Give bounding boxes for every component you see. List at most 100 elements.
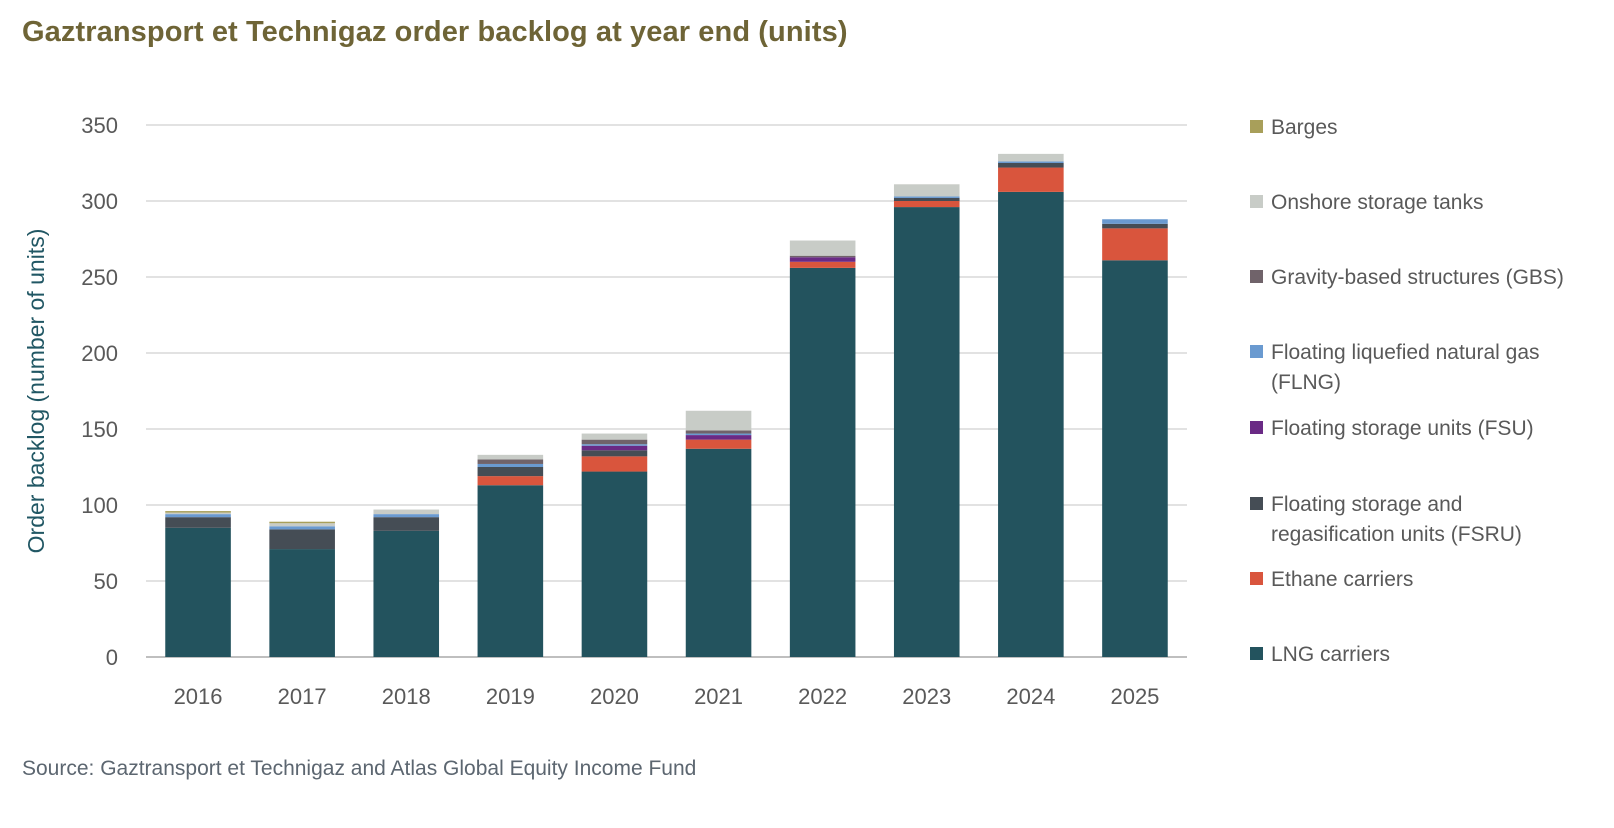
bar-segment [373, 509, 440, 515]
bar-segment [269, 521, 335, 524]
bar-segment [789, 267, 856, 657]
bar-segment [581, 444, 648, 446]
legend-item: Gravity-based structures (GBS) [1250, 263, 1610, 293]
bar-segment [581, 433, 648, 440]
bar-segment [165, 511, 231, 513]
bar-segment [893, 184, 960, 197]
y-tick-label: 100 [81, 493, 118, 518]
x-tick-label: 2022 [798, 684, 847, 709]
legend-label: Barges [1271, 116, 1338, 139]
bar-segment [1102, 219, 1168, 224]
bar-segment [165, 527, 231, 657]
legend-label: Ethane carriers [1271, 568, 1414, 591]
x-tick-label: 2016 [174, 684, 223, 709]
bar-segment [789, 261, 856, 268]
legend-label: LNG carriers [1271, 643, 1391, 666]
bar-segment [1102, 260, 1168, 657]
legend-label: Floating storage units (FSU) [1271, 417, 1534, 440]
x-tick-label: 2024 [1006, 684, 1055, 709]
legend-item: Floating storage units (FSU) [1250, 414, 1610, 444]
bar-segment [581, 439, 648, 445]
bar-segment [789, 255, 856, 258]
legend-label: Gravity-based structures (GBS) [1271, 266, 1564, 289]
bar-segment [269, 523, 335, 527]
bars [165, 153, 1168, 657]
x-tick-label: 2020 [590, 684, 639, 709]
legend-swatch [1250, 270, 1263, 283]
bar-segment [685, 448, 752, 657]
bar-segment [477, 485, 544, 657]
legend-item: Floating liquefied natural gas (FLNG) [1250, 338, 1610, 398]
legend-item: Onshore storage tanks [1250, 188, 1610, 218]
bar-segment [685, 410, 752, 431]
x-tick-label: 2019 [486, 684, 535, 709]
y-tick-label: 50 [94, 569, 118, 594]
bar-segment [165, 514, 231, 518]
bar-segment [998, 161, 1064, 163]
bar-segment [685, 435, 752, 440]
y-tick-label: 0 [106, 645, 118, 670]
legend-swatch [1250, 647, 1263, 660]
y-tick-label: 150 [81, 417, 118, 442]
bar-segment [477, 459, 544, 464]
bar-segment [998, 153, 1064, 162]
bar-stack-2018 [373, 509, 440, 657]
x-tick-label: 2023 [902, 684, 951, 709]
bar-segment [581, 445, 648, 451]
bar-segment [998, 191, 1064, 657]
bar-segment [373, 514, 440, 518]
legend-swatch [1250, 345, 1263, 358]
bar-segment [789, 240, 856, 256]
bar-segment [893, 201, 960, 208]
chart-title: Gaztransport et Technigaz order backlog … [22, 16, 848, 48]
bar-segment [373, 530, 440, 657]
bar-stack-2025 [1102, 219, 1168, 657]
bar-segment [165, 517, 231, 528]
bar-stack-2017 [269, 521, 335, 657]
bar-segment [269, 549, 335, 657]
bar-segment [998, 163, 1064, 168]
bar-segment [998, 167, 1064, 192]
bar-segment [477, 454, 544, 460]
x-tick-label: 2021 [694, 684, 743, 709]
bar-segment [165, 512, 231, 515]
bar-segment [789, 257, 856, 262]
y-tick-label: 350 [81, 113, 118, 138]
legend-label: Floating liquefied natural gas (FLNG) [1271, 341, 1540, 394]
bar-stack-2023 [893, 184, 960, 657]
bar-segment [581, 456, 648, 472]
bar-segment [269, 529, 335, 550]
legend-item: Floating storage and regasification unit… [1250, 490, 1610, 550]
legend-item: Barges [1250, 113, 1610, 143]
legend-label: Floating storage and regasification unit… [1271, 493, 1522, 546]
bar-segment [685, 439, 752, 449]
bar-segment [581, 471, 648, 657]
bar-stack-2022 [789, 240, 856, 657]
bar-segment [373, 517, 440, 531]
legend-item: LNG carriers [1250, 640, 1610, 670]
bar-segment [685, 430, 752, 434]
y-axis-ticks: 0 50 100 150 200 250 300 350 [81, 113, 118, 670]
bar-segment [477, 467, 544, 477]
source-note: Source: Gaztransport et Technigaz and At… [22, 757, 697, 780]
y-tick-label: 200 [81, 341, 118, 366]
legend-label: Onshore storage tanks [1271, 191, 1484, 214]
bar-segment [581, 450, 648, 457]
legend-swatch [1250, 195, 1263, 208]
legend-swatch [1250, 497, 1263, 510]
bar-stack-2021 [685, 410, 752, 657]
bar-segment [477, 463, 544, 467]
x-tick-label: 2017 [278, 684, 327, 709]
y-axis-label: Order backlog (number of units) [23, 229, 49, 554]
bar-segment [893, 196, 960, 198]
bar-stack-2020 [581, 433, 648, 657]
legend-swatch [1250, 120, 1263, 133]
legend-item: Ethane carriers [1250, 565, 1610, 595]
bar-segment [269, 526, 335, 530]
bar-segment [893, 207, 960, 657]
bar-stack-2024 [998, 153, 1064, 657]
x-tick-label: 2018 [382, 684, 431, 709]
bar-segment [1102, 228, 1168, 261]
bar-segment [1102, 223, 1168, 229]
